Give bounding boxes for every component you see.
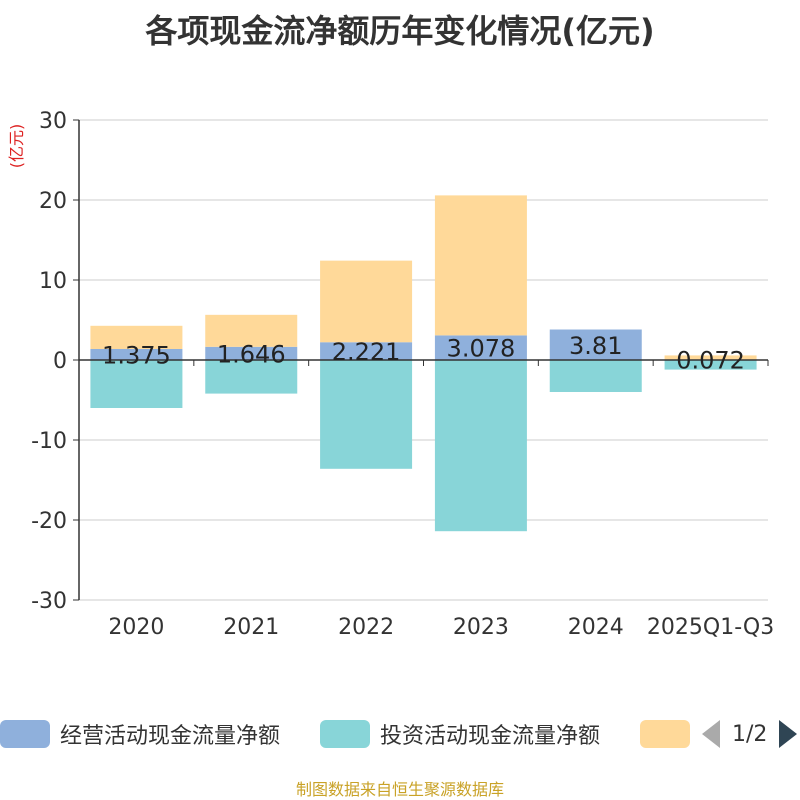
bar-2-2020 [90, 360, 183, 408]
axes-group: 30 20 10 0 -10 -20 -30 2020 2021 2022 2023 2024 2025… [31, 109, 774, 640]
y-tick-label: -20 [31, 509, 67, 534]
data-labels-group: 1.375 1.646 2.221 3.078 3.81 0.072 [102, 332, 745, 375]
bar-2-2025Q1-Q3 [664, 360, 757, 370]
x-tick-label: 2022 [338, 615, 394, 640]
bar-3-2025Q1-Q3 [664, 355, 757, 360]
legend: 经营活动现金流量净额 投资活动现金流量净额 1/2 [0, 714, 800, 754]
data-label-2020: 1.375 [102, 342, 171, 370]
x-tick-label: 2023 [453, 615, 509, 640]
bar-1-2022 [320, 342, 413, 360]
data-label-2022: 2.221 [332, 338, 401, 366]
bar-3-2022 [320, 260, 413, 343]
y-tick-label: -30 [31, 589, 67, 614]
chart-plot: 30 20 10 0 -10 -20 -30 2020 2021 2022 2023 2024 2025… [7, 109, 774, 640]
bar-1-2023 [434, 335, 527, 360]
y-tick-label: 20 [39, 189, 67, 214]
bar-3-2021 [205, 314, 298, 347]
legend-swatch-financing [640, 720, 690, 748]
bar-1-2021 [205, 346, 298, 360]
legend-item-financing[interactable] [640, 714, 690, 754]
x-tick-label: 2021 [223, 615, 279, 640]
legend-label-investing: 投资活动现金流量净额 [380, 724, 601, 749]
pager-text: 1/2 [732, 721, 768, 747]
x-tick-label: 2024 [568, 615, 624, 640]
x-tick-label: 2025Q1-Q3 [647, 615, 774, 640]
data-label-2023: 3.078 [447, 335, 516, 363]
legend-label-operating: 经营活动现金流量净额 [60, 724, 281, 749]
y-tick-label: 30 [39, 109, 67, 134]
bar-3-2020 [90, 325, 183, 349]
legend-swatch-investing [320, 720, 370, 748]
bar-1-2024 [549, 329, 642, 360]
bar-2-2023 [434, 360, 527, 532]
x-tick-label: 2020 [108, 615, 164, 640]
bar-2-2024 [549, 360, 642, 392]
bar-3-2023 [434, 195, 527, 336]
data-label-2021: 1.646 [217, 340, 286, 368]
legend-swatch-operating [0, 720, 50, 748]
legend-item-investing[interactable]: 投资活动现金流量净额 [320, 714, 600, 754]
pager-next-icon[interactable] [779, 720, 798, 748]
bar-2-2022 [320, 360, 413, 469]
y-tick-label: -10 [31, 429, 67, 454]
data-label-2025Q1-Q3: 0.072 [676, 347, 745, 375]
y-axis-label: (亿元) [7, 124, 26, 169]
chart-title: 各项现金流净额历年变化情况(亿元) [145, 12, 655, 50]
pager-prev-icon[interactable] [702, 720, 720, 748]
bar-2-2021 [205, 360, 298, 394]
bar-1-2020 [90, 349, 183, 360]
legend-item-operating[interactable]: 经营活动现金流量净额 [0, 714, 280, 754]
data-label-2024: 3.81 [569, 332, 622, 360]
y-tick-label: 10 [39, 269, 67, 294]
legend-pager: 1/2 [702, 714, 798, 754]
y-tick-label: 0 [53, 349, 67, 374]
bars-group [90, 195, 757, 532]
data-source-footer: 制图数据来自恒生聚源数据库 [295, 780, 504, 799]
